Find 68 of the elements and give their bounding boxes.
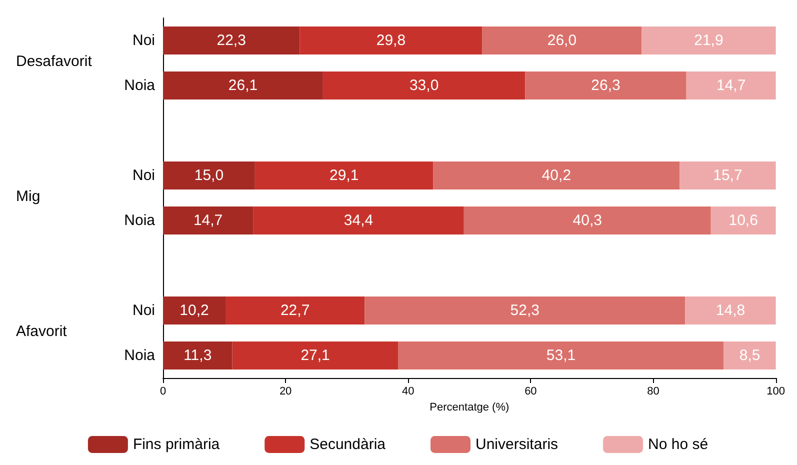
data-label: 10,2 bbox=[180, 302, 209, 319]
bar bbox=[163, 26, 300, 54]
data-label: 40,3 bbox=[572, 212, 602, 229]
text: Desafavorit bbox=[16, 53, 93, 70]
bar bbox=[300, 26, 482, 54]
y-tick-label: Noia bbox=[124, 347, 156, 364]
data-label: 52,3 bbox=[510, 302, 540, 319]
bar bbox=[680, 162, 776, 190]
bar bbox=[232, 342, 398, 370]
bar bbox=[322, 72, 526, 100]
bar bbox=[525, 72, 686, 100]
legend-label: Universitaris bbox=[476, 436, 558, 453]
bar bbox=[685, 296, 776, 324]
y-tick-label: Noi bbox=[132, 302, 155, 319]
bar bbox=[398, 342, 724, 370]
bar bbox=[433, 162, 680, 190]
bar bbox=[464, 206, 711, 234]
bar bbox=[642, 26, 776, 54]
y-tick-label: Noia bbox=[124, 212, 156, 229]
data-label: 29,8 bbox=[376, 32, 406, 49]
legend-label: Secundària bbox=[310, 436, 386, 453]
legend-label: Fins primària bbox=[132, 436, 220, 453]
bar bbox=[163, 206, 254, 234]
data-label: 15,0 bbox=[194, 167, 224, 184]
data-label: 14,8 bbox=[716, 302, 746, 319]
data-label: 26,0 bbox=[547, 32, 577, 49]
bar bbox=[163, 296, 226, 324]
bar bbox=[254, 162, 434, 190]
x-tick-label: 80 bbox=[647, 386, 660, 398]
bar bbox=[724, 342, 776, 370]
text: Mig bbox=[16, 188, 40, 205]
data-label: 26,1 bbox=[228, 77, 258, 94]
bar bbox=[253, 206, 464, 234]
bar bbox=[163, 72, 323, 100]
bar bbox=[163, 162, 255, 190]
data-label: 33,0 bbox=[409, 77, 439, 94]
x-tick-label: 60 bbox=[524, 386, 537, 398]
text: Afavorit bbox=[16, 323, 68, 340]
data-label: 29,1 bbox=[329, 167, 359, 184]
x-axis-title: Percentatge (%) bbox=[430, 402, 510, 414]
y-tick-label: Noi bbox=[132, 167, 155, 184]
data-label: 27,1 bbox=[300, 347, 330, 364]
legend-label: No ho sé bbox=[648, 436, 708, 453]
x-tick-label: 20 bbox=[279, 386, 292, 398]
bar bbox=[482, 26, 642, 54]
data-label: 22,3 bbox=[216, 32, 246, 49]
bar bbox=[226, 296, 365, 324]
bar bbox=[710, 206, 776, 234]
data-label: 22,7 bbox=[280, 302, 310, 319]
data-label: 26,3 bbox=[591, 77, 620, 94]
data-label: 21,9 bbox=[694, 32, 724, 49]
y-tick-label: Noia bbox=[124, 77, 156, 94]
x-tick-label: 40 bbox=[402, 386, 414, 398]
bar bbox=[686, 72, 776, 100]
x-tick-label: 100 bbox=[766, 386, 786, 398]
data-label: 15,7 bbox=[713, 167, 742, 184]
y-tick-label: Noi bbox=[132, 32, 155, 49]
data-label: 14,7 bbox=[716, 77, 746, 94]
bar bbox=[163, 342, 232, 370]
data-label: 11,3 bbox=[184, 347, 212, 364]
data-label: 53,1 bbox=[546, 347, 576, 364]
data-label: 40,2 bbox=[542, 167, 572, 184]
data-label: 34,4 bbox=[344, 212, 374, 229]
data-label: 8,5 bbox=[739, 347, 760, 364]
bar bbox=[364, 296, 686, 324]
data-label: 14,7 bbox=[193, 212, 223, 229]
x-tick-label: 0 bbox=[160, 386, 166, 398]
data-label: 10,6 bbox=[728, 212, 758, 229]
